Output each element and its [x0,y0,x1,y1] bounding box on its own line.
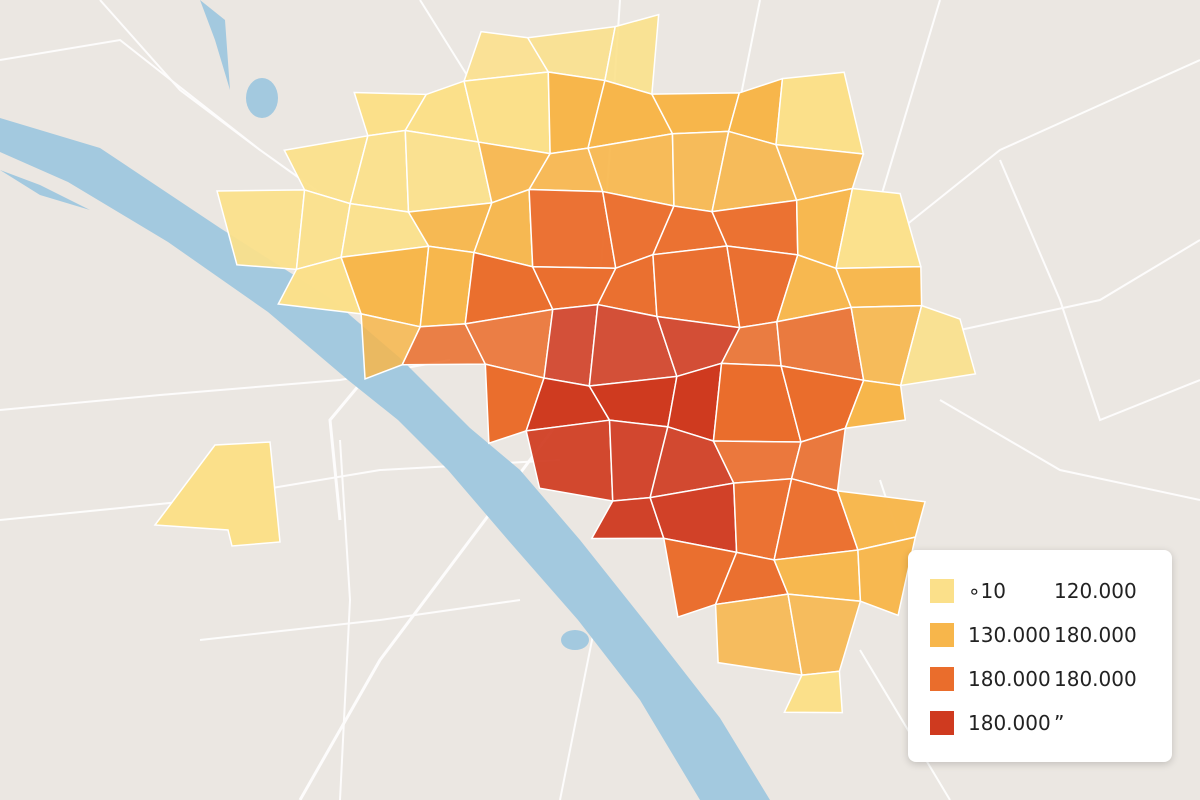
district [783,670,844,714]
legend-item: 130.000 180.000 [930,622,1137,648]
district [857,536,917,617]
legend-to: 180.000 [1054,623,1137,647]
legend-item: 180.000 180.000 [930,666,1137,692]
district [899,304,977,387]
legend-item: ∘10 120.000 [930,578,1137,604]
legend: ∘10 120.000 130.000 180.000 180.000 180.000 18… [908,550,1172,762]
legend-swatch [930,623,954,647]
legend-from: ∘10 [968,579,1006,603]
legend-swatch [930,579,954,603]
legend-swatch [930,711,954,735]
legend-from: 180.000 [968,667,1051,691]
legend-to: 120.000 [1054,579,1137,603]
legend-from: 180.000 [968,711,1051,735]
district [543,303,599,387]
legend-to: ” [1054,711,1065,735]
district [834,265,923,309]
district [525,419,614,502]
district [652,245,741,329]
district [340,245,430,328]
water [0,0,770,800]
district [775,71,865,155]
legend-from: 130.000 [968,623,1051,647]
legend-swatch [930,667,954,691]
district [773,549,862,603]
legend-item: 180.000” [930,710,1064,736]
district [528,188,617,269]
district [844,379,907,430]
district [714,593,803,677]
district [153,441,281,547]
legend-to: 180.000 [1054,667,1137,691]
districts [153,13,977,714]
